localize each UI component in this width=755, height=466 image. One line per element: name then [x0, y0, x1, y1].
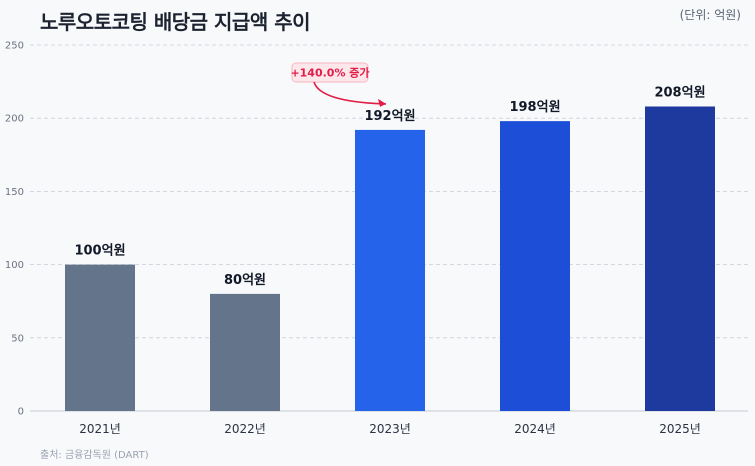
- bar-chart: 0 50 100 150 200 250 100억원 2021년 80억원 2022년 192억원…: [5, 41, 748, 436]
- y-tick-label: 50: [11, 333, 24, 344]
- data-label: 100억원: [74, 244, 125, 259]
- bar-2024년: [500, 121, 570, 412]
- y-tick-label: 150: [5, 187, 24, 198]
- unit-label: (단위: 억원): [679, 8, 741, 22]
- data-label: 192억원: [364, 109, 415, 124]
- x-tick-label: 2024년: [514, 422, 556, 436]
- y-tick-label: 250: [5, 41, 24, 52]
- x-tick-label: 2021년: [79, 422, 121, 436]
- annotation-badge: [291, 62, 369, 83]
- bar-2023년: [355, 129, 425, 412]
- bar-2021년: [65, 264, 135, 411]
- annotation-arrow: [313, 81, 387, 105]
- x-tick-label: 2023년: [369, 422, 411, 436]
- data-label: 208억원: [654, 85, 705, 100]
- y-tick-label: 100: [5, 260, 24, 271]
- x-tick-label: 2025년: [659, 422, 701, 436]
- source-note: 출처: 금융감독원 (DART): [40, 450, 149, 461]
- data-label: 80억원: [224, 273, 266, 288]
- chart-title: 노루오토코팅 배당금 지급액 추이: [40, 10, 311, 34]
- y-tick-label: 0: [18, 407, 24, 418]
- y-tick-label: 200: [5, 114, 24, 125]
- annotation-text: +140.0% 증가: [290, 66, 369, 80]
- data-label: 198억원: [509, 100, 560, 115]
- annotation-arrowhead: [378, 98, 386, 107]
- bar-2025년: [645, 106, 715, 411]
- x-tick-label: 2022년: [224, 422, 266, 436]
- bar-2022년: [210, 293, 280, 411]
